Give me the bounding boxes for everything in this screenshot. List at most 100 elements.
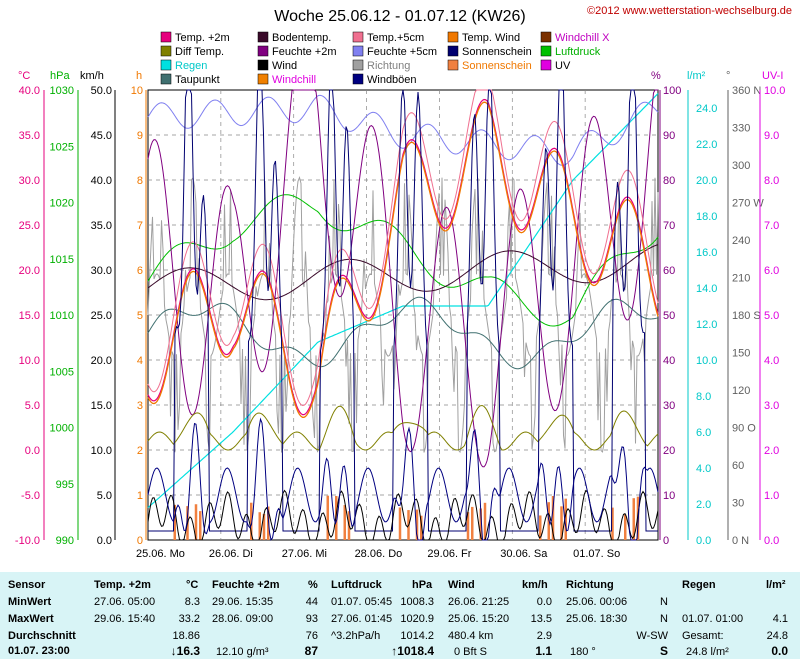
legend-label: Taupunkt (175, 74, 220, 86)
tick-hours: 3 (137, 400, 143, 412)
tick-temp: -5.0 (21, 490, 40, 502)
wind-min-time: 26.06. 21:25 (448, 596, 510, 608)
header-humidity-unit: % (308, 579, 318, 591)
tick-rain: 20.0 (696, 175, 717, 187)
header-humidity: Feuchte +2m (212, 579, 280, 591)
tick-hours: 5 (137, 310, 143, 322)
axis-unit-hours: h (136, 70, 142, 82)
legend-label: Feuchte +5cm (367, 46, 437, 58)
temp-max-time: 29.06. 15:40 (94, 613, 156, 625)
legend-swatch (352, 73, 364, 85)
tick-direction: 0 N (732, 535, 749, 547)
tick-kmh: 5.0 (97, 490, 112, 502)
sunshine-bar (326, 495, 329, 540)
hum-avg-value: 76 (305, 630, 318, 642)
tick-rain: 24.0 (696, 103, 717, 115)
tick-percent: 70 (663, 220, 675, 232)
tick-rain: 18.0 (696, 211, 717, 223)
series-rain (147, 93, 659, 509)
tick-rain: 2.0 (696, 499, 711, 511)
tick-percent: 60 (663, 265, 675, 277)
series-temp-5cm (147, 89, 659, 407)
tick-temp: 5.0 (25, 400, 40, 412)
tick-hours: 1 (137, 490, 143, 502)
tick-direction: 330 (732, 123, 750, 135)
row-label-now: 01.07. 23:00 (8, 645, 70, 657)
tick-hours: 0 (137, 535, 143, 547)
axis-unit-hpa: hPa (50, 70, 70, 82)
series-windchill (147, 101, 659, 418)
press-max-value: 1020.9 (400, 613, 434, 625)
tick-kmh: 0.0 (97, 535, 112, 547)
axis-unit-degree: ° (726, 70, 730, 82)
sunshine-bar (611, 507, 614, 540)
chart-axes: °C hPa km/h h % l/m² ° UV-I 40.0 50.0 10 10… (15, 70, 786, 560)
tick-rain: 8.0 (696, 391, 711, 403)
wind-bft-value: 0 Bft S (454, 646, 488, 658)
tick-rain: 10.0 (696, 355, 717, 367)
header-temp: Temp. +2m (94, 579, 151, 591)
tick-direction: 270 W (732, 198, 764, 210)
sunshine-bar (624, 514, 627, 540)
legend-swatch (352, 45, 364, 57)
sunshine-bar (415, 509, 419, 540)
sunshine-bar (420, 515, 423, 540)
legend-swatch (257, 45, 269, 57)
tick-kmh: 25.0 (91, 310, 112, 322)
legend-label: Windchill (272, 74, 316, 86)
tick-kmh: 30.0 (91, 265, 112, 277)
header-sensor: Sensor (8, 579, 46, 591)
legend-swatch (352, 59, 364, 71)
tick-temp: -10.0 (15, 535, 40, 547)
press-max-time: 27.06. 01:45 (331, 613, 393, 625)
axis-unit-percent: % (651, 70, 661, 82)
rain-max-value: 4.1 (772, 613, 788, 625)
press-trend-value: ^3.2hPa/h (331, 630, 381, 642)
tick-hpa: 1000 (50, 423, 74, 435)
header-rain-unit: l/m² (766, 579, 786, 591)
legend-swatch (447, 59, 459, 71)
dir-max-value: N (660, 613, 668, 625)
header-rain: Regen (682, 579, 716, 591)
sunshine-bar (173, 504, 176, 540)
rain-total-label: Gesamt: (682, 630, 724, 642)
legend-swatch (160, 31, 172, 43)
legend-label: Regen (175, 60, 207, 72)
legend-swatch (540, 45, 552, 57)
legend-label: Sonnenschein (462, 60, 532, 72)
axis-unit-kmh: km/h (80, 70, 104, 82)
tick-uv: 5.0 (764, 310, 779, 322)
tick-hpa: 1025 (50, 141, 74, 153)
tick-direction: 180 S (732, 310, 761, 322)
tick-percent: 40 (663, 355, 675, 367)
tick-day: 26.06. Di (209, 548, 253, 560)
tick-kmh: 15.0 (91, 400, 112, 412)
header-wind-unit: km/h (522, 579, 548, 591)
legend-label: UV (555, 60, 571, 72)
axis-unit-uv: UV-I (762, 70, 783, 82)
series-sunshine (148, 89, 658, 532)
rain-current-value: 0.0 (771, 644, 788, 658)
tick-day: 30.06. Sa (500, 548, 548, 560)
sunshine-bar (199, 511, 202, 540)
tick-rain: 0.0 (696, 535, 711, 547)
dir-degree-value: 180 ° (570, 646, 596, 658)
tick-direction: 300 (732, 160, 750, 172)
tick-rain: 6.0 (696, 427, 711, 439)
tick-day: 28.06. Do (355, 548, 403, 560)
legend-swatch (160, 59, 172, 71)
tick-rain: 12.0 (696, 319, 717, 331)
tick-hpa: 1030 (50, 85, 74, 97)
tick-percent: 50 (663, 310, 675, 322)
tick-percent: 90 (663, 130, 675, 142)
dir-max-time: 25.06. 18:30 (566, 613, 628, 625)
sunshine-bar (466, 512, 470, 540)
tick-day: 01.07. So (573, 548, 620, 560)
hum-max-value: 93 (305, 613, 318, 625)
tick-kmh: 20.0 (91, 355, 112, 367)
sunshine-bar (250, 502, 253, 540)
header-temp-unit: °C (186, 579, 199, 591)
temp-current-value: ↓16.3 (170, 644, 200, 658)
copyright-text: ©2012 www.wetterstation-wechselburg.de (587, 5, 792, 17)
tick-hours: 4 (137, 355, 143, 367)
